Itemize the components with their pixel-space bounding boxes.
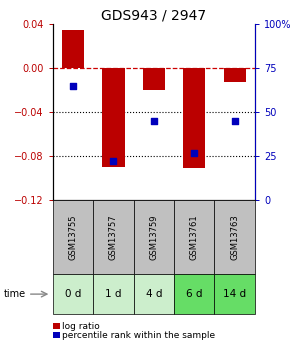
Bar xyxy=(53,323,60,329)
Bar xyxy=(183,68,205,168)
Text: time: time xyxy=(4,289,26,299)
Text: GSM13763: GSM13763 xyxy=(230,214,239,260)
Text: 6 d: 6 d xyxy=(186,289,202,299)
Bar xyxy=(134,200,174,274)
Bar xyxy=(93,200,134,274)
Bar xyxy=(224,68,246,82)
Bar xyxy=(93,274,134,314)
Bar xyxy=(174,200,214,274)
Bar xyxy=(143,68,165,90)
Text: percentile rank within the sample: percentile rank within the sample xyxy=(62,331,215,340)
Text: 14 d: 14 d xyxy=(223,289,246,299)
Point xyxy=(71,83,75,89)
Text: 1 d: 1 d xyxy=(105,289,122,299)
Bar xyxy=(102,68,125,167)
Point xyxy=(232,118,237,124)
Bar xyxy=(134,274,174,314)
Bar xyxy=(53,200,93,274)
Text: GSM13755: GSM13755 xyxy=(69,215,77,260)
Bar xyxy=(174,274,214,314)
Text: log ratio: log ratio xyxy=(62,322,100,331)
Bar xyxy=(214,200,255,274)
Point xyxy=(151,118,156,124)
Text: 4 d: 4 d xyxy=(146,289,162,299)
Bar xyxy=(62,30,84,68)
Text: 0 d: 0 d xyxy=(65,289,81,299)
Bar xyxy=(53,274,93,314)
Point xyxy=(111,159,116,164)
Bar xyxy=(53,332,60,338)
Bar xyxy=(214,274,255,314)
Point xyxy=(192,150,197,155)
Title: GDS943 / 2947: GDS943 / 2947 xyxy=(101,9,206,23)
Text: GSM13761: GSM13761 xyxy=(190,214,199,260)
Text: GSM13759: GSM13759 xyxy=(149,215,158,260)
Text: GSM13757: GSM13757 xyxy=(109,214,118,260)
